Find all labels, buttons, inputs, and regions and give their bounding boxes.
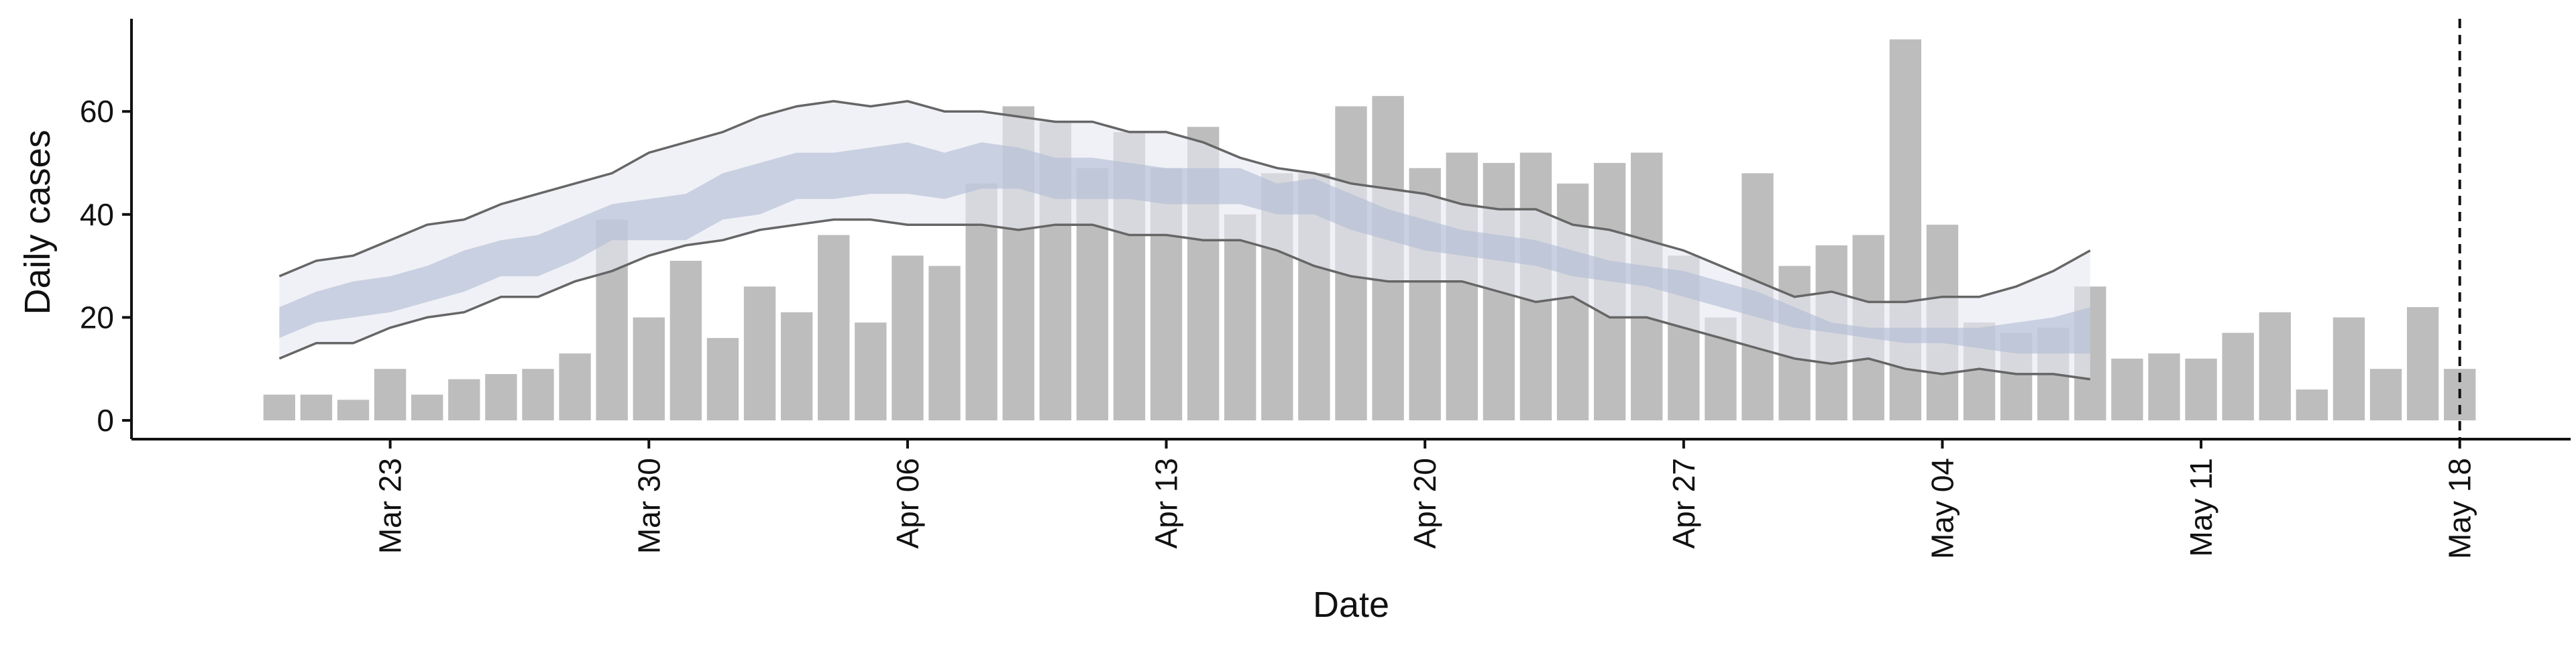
bounds-lines-layer [278, 100, 2091, 381]
case-bar [928, 266, 961, 420]
case-bar [485, 373, 517, 420]
case-bar [633, 317, 665, 420]
x-tick-label: May 11 [2184, 458, 2218, 556]
case-bar [263, 394, 296, 420]
case-bar [892, 255, 924, 420]
case-bar [2148, 353, 2180, 420]
x-axis-title: Date [1313, 585, 1389, 625]
x-tick-label: Mar 30 [631, 458, 666, 554]
case-bar [818, 235, 850, 420]
y-axis-title: Daily cases [17, 129, 58, 314]
case-bar [2185, 358, 2217, 420]
x-tick-label: Mar 23 [373, 458, 408, 554]
case-bar [780, 312, 813, 420]
x-tick-label: Apr 06 [890, 458, 925, 549]
case-bar [2406, 307, 2439, 420]
y-tick-label: 20 [80, 300, 114, 335]
case-bar [855, 322, 887, 420]
x-tick-label: May 18 [2443, 458, 2477, 559]
x-tick-label: Apr 27 [1666, 458, 1701, 549]
case-bar [522, 369, 554, 420]
case-bar [374, 369, 407, 420]
case-bar [2222, 333, 2254, 420]
y-tick-label: 60 [80, 94, 114, 129]
case-bar [448, 379, 480, 420]
case-bar [2296, 389, 2328, 420]
x-tick-label: Apr 13 [1149, 458, 1184, 549]
axes-layer [122, 19, 2571, 449]
case-bar [669, 260, 702, 420]
case-bar [1446, 152, 1478, 420]
lower-bound-line [278, 218, 2091, 381]
case-bar [411, 394, 443, 420]
case-bar [743, 286, 776, 420]
case-bar [337, 400, 370, 420]
x-tick-label: May 04 [1925, 458, 1960, 559]
labels-layer: 0 20 40 60 Mar 23 Mar 30 Apr 06 Apr 13 Apr 20 Apr… [17, 94, 2477, 625]
case-bar [2259, 312, 2291, 420]
case-bar [2332, 317, 2365, 420]
case-bar [559, 353, 591, 420]
y-tick-label: 40 [80, 197, 114, 232]
case-bar [706, 338, 739, 420]
upper-bound-line [278, 100, 2091, 304]
case-bar [1224, 214, 1256, 420]
case-bar [300, 394, 333, 420]
case-bar [2111, 358, 2143, 420]
estimate-50-band [279, 142, 2090, 354]
bands-layer [279, 101, 2090, 379]
y-tick-label: 0 [97, 403, 114, 438]
case-bar [2369, 369, 2402, 420]
x-tick-label: Apr 20 [1407, 458, 1442, 549]
